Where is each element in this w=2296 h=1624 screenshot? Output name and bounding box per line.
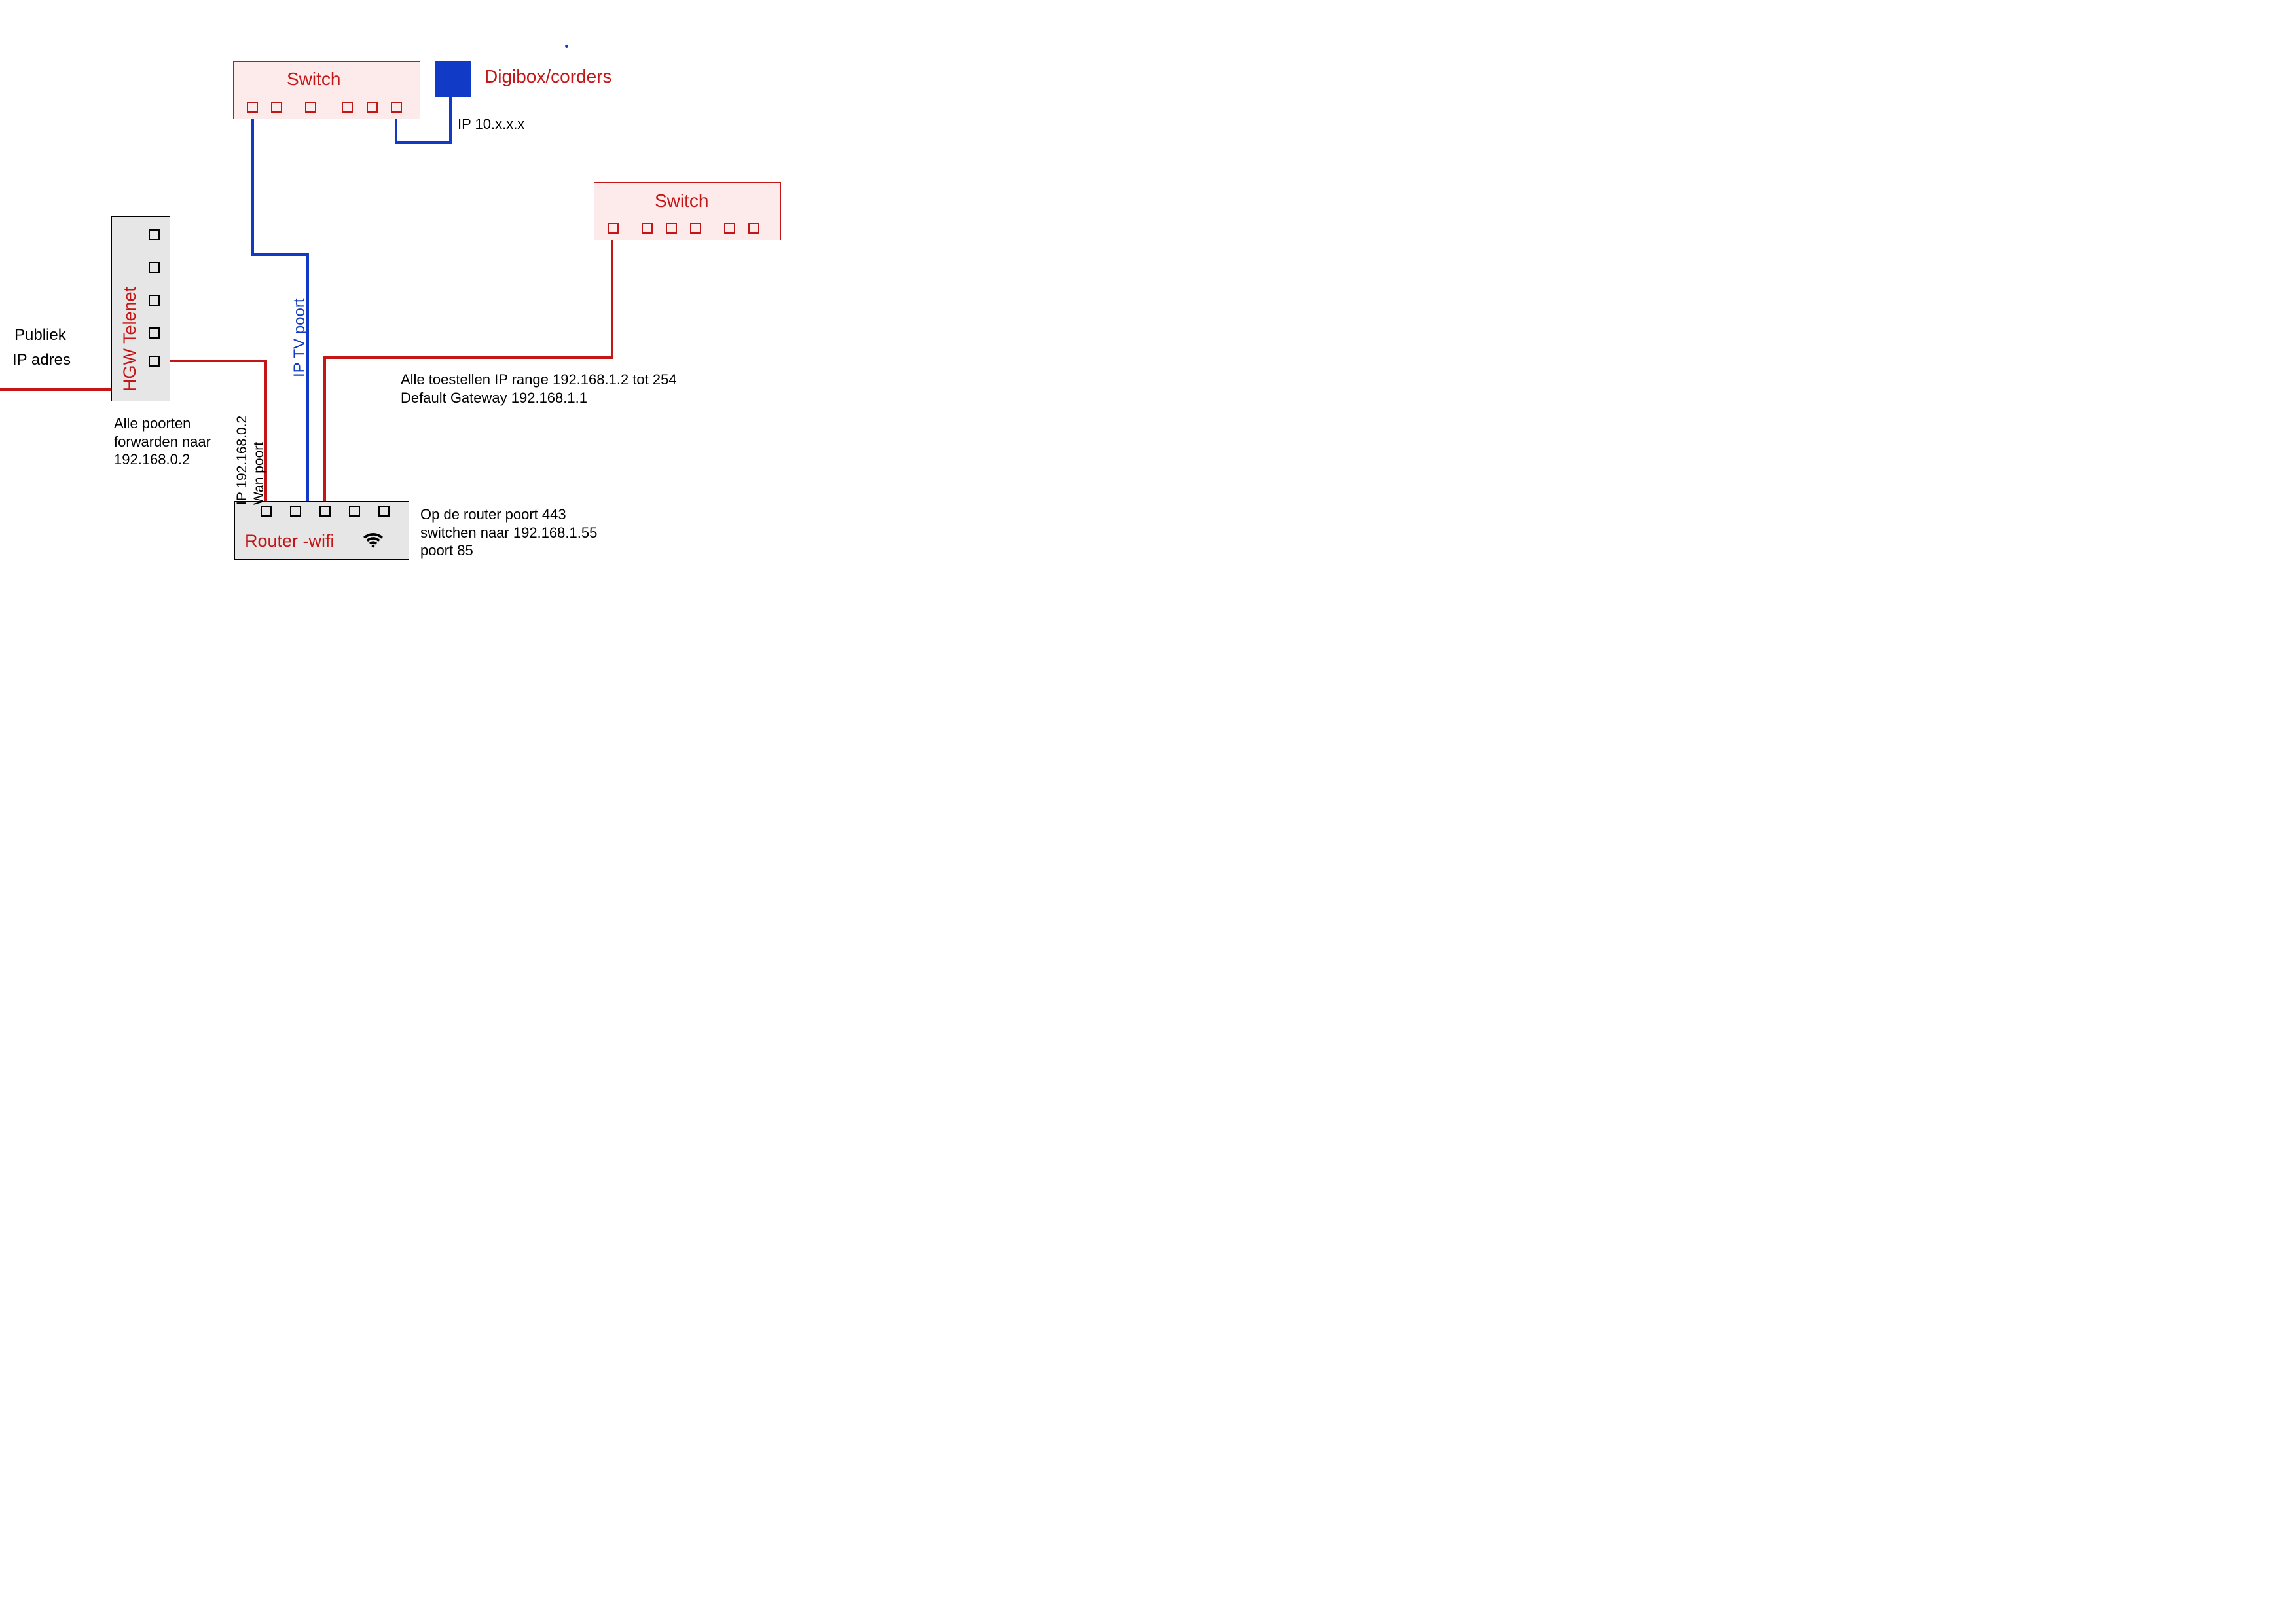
switch-top-port <box>271 101 282 113</box>
ip-adres-label: IP adres <box>12 350 71 370</box>
switch-right-port <box>642 223 653 234</box>
router-port <box>319 506 331 517</box>
switch-top-port <box>391 101 402 113</box>
switch-right-port <box>724 223 735 234</box>
hgw-port <box>149 262 160 273</box>
switch-top-port <box>367 101 378 113</box>
switch-right-port <box>666 223 677 234</box>
router-port <box>261 506 272 517</box>
router-title-label: Router -wifi <box>245 530 335 553</box>
digibox-ip-label: IP 10.x.x.x <box>458 115 524 134</box>
switch-right-port <box>748 223 759 234</box>
diagram-canvas: Switch Switch Digibox/corders IP 10.x.x.… <box>0 0 982 694</box>
switch-right-port <box>690 223 701 234</box>
switch-top-port <box>305 101 316 113</box>
hgw-port <box>149 356 160 367</box>
switch-top-label: Switch <box>287 67 340 90</box>
switch-right-label: Switch <box>655 189 708 212</box>
wan-poort-label: Wan poort <box>251 442 268 505</box>
digibox-label: Digibox/corders <box>484 65 612 88</box>
hgw-port <box>149 229 160 240</box>
router-port <box>349 506 360 517</box>
publiek-label: Publiek <box>14 325 66 345</box>
router-port <box>378 506 390 517</box>
wifi-icon <box>362 529 384 551</box>
wan-ip-label: IP 192.168.0.2 <box>234 416 251 505</box>
hgw-port <box>149 327 160 339</box>
hgw-telenet-label: HGW Telenet <box>119 287 141 392</box>
switch-top-port <box>342 101 353 113</box>
router-port <box>290 506 301 517</box>
iptv-poort-label: IP TV poort <box>290 298 310 377</box>
router-note-label: Op de router poort 443 switchen naar 192… <box>420 506 597 560</box>
hgw-port <box>149 295 160 306</box>
digibox-square <box>435 61 471 97</box>
lan-note-label: Alle toestellen IP range 192.168.1.2 tot… <box>401 371 677 407</box>
decorative-dot <box>565 45 568 48</box>
switch-top-port <box>247 101 258 113</box>
hgw-note-label: Alle poorten forwarden naar 192.168.0.2 <box>114 415 211 469</box>
switch-right-port <box>608 223 619 234</box>
